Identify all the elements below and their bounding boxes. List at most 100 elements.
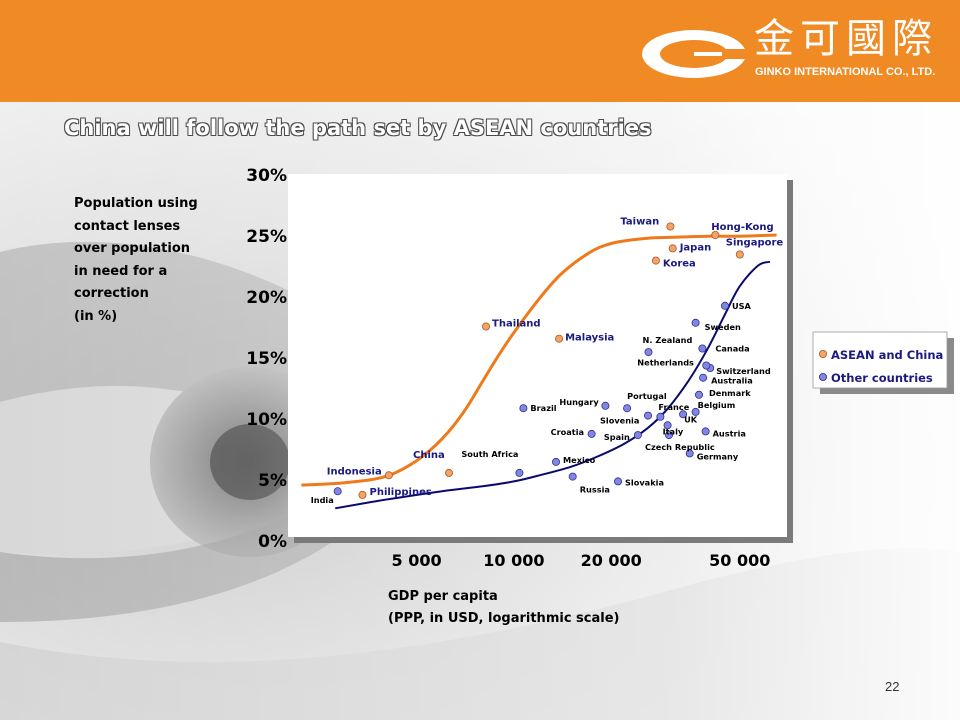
point-label-south-africa: South Africa — [461, 449, 518, 459]
data-point-netherlands — [702, 361, 711, 370]
y-axis-label: Population using contact lenses over pop… — [74, 193, 224, 328]
slide-title: China will follow the path set by ASEAN … — [64, 116, 652, 140]
point-label-russia: Russia — [580, 485, 610, 495]
data-point-hong-kong — [711, 230, 720, 239]
x-tick-label: 20 000 — [581, 551, 642, 570]
point-label-croatia: Croatia — [551, 427, 584, 437]
legend-label-other: Other countries — [831, 371, 933, 385]
point-label-canada: Canada — [715, 344, 749, 354]
point-label-germany: Germany — [697, 451, 739, 461]
point-label-hong-kong: Hong-Kong — [711, 222, 773, 233]
data-point-malaysia — [555, 334, 564, 343]
point-label-slovakia: Slovakia — [625, 477, 664, 487]
point-label-indonesia: Indonesia — [327, 466, 382, 477]
y-axis-label-line: in need for a — [74, 263, 168, 279]
data-point-china — [444, 468, 453, 477]
data-point-singapore — [735, 250, 744, 259]
point-label-czech-republic: Czech Republic — [645, 442, 715, 452]
point-label-austria: Austria — [713, 428, 746, 438]
data-point-japan — [668, 244, 677, 253]
legend-marker-other — [819, 372, 828, 381]
y-axis-label-line: over population — [74, 241, 191, 256]
data-point-south-africa — [515, 468, 524, 477]
point-label-singapore: Singapore — [726, 238, 784, 249]
point-label-netherlands: Netherlands — [637, 358, 694, 368]
legend-label-asean: ASEAN and China — [831, 348, 943, 362]
point-label-portugal: Portugal — [627, 391, 667, 401]
x-axis-label: GDP per capita (PPP, in USD, logarithmic… — [388, 586, 619, 630]
data-point-brazil — [519, 404, 528, 413]
data-point-uk — [679, 410, 688, 419]
point-label-switzerland: Switzerland — [716, 366, 771, 376]
data-point-sweden — [691, 318, 700, 327]
other-countries-trend-line — [335, 260, 771, 510]
y-axis-label-line: Population using — [74, 196, 198, 211]
data-point-canada — [698, 344, 707, 353]
point-label-brazil: Brazil — [530, 403, 556, 413]
y-axis-label-line: correction — [74, 286, 149, 301]
data-point-austria — [701, 427, 710, 436]
data-point-taiwan — [666, 222, 675, 231]
data-point-thailand — [481, 322, 490, 331]
point-label-slovenia: Slovenia — [600, 416, 639, 426]
point-label-usa: USA — [732, 301, 752, 311]
point-label-spain: Spain — [604, 432, 630, 442]
data-point-denmark — [695, 390, 704, 399]
point-label-uk: UK — [684, 414, 698, 424]
point-label-australia: Australia — [711, 376, 753, 386]
legend-marker-asean — [819, 349, 828, 358]
data-point-portugal — [623, 404, 632, 413]
point-label-philippines: Philippines — [370, 487, 432, 498]
data-point-mexico — [552, 457, 561, 466]
y-tick-label: 5% — [258, 471, 287, 491]
point-label-mexico: Mexico — [563, 455, 596, 465]
data-point-australia — [699, 373, 708, 382]
point-label-india: India — [311, 495, 334, 505]
data-point-hungary — [601, 401, 610, 410]
point-label-belgium: Belgium — [698, 400, 736, 410]
data-point-croatia — [587, 429, 596, 438]
x-tick-label: 50 000 — [709, 551, 770, 570]
x-axis-label-line: GDP per capita — [388, 589, 498, 604]
y-tick-label: 25% — [246, 227, 287, 247]
point-label-korea: Korea — [663, 259, 696, 270]
data-point-n-zealand — [644, 348, 653, 357]
data-point-indonesia — [384, 471, 393, 480]
data-point-russia — [568, 472, 577, 481]
data-point-slovakia — [614, 477, 623, 486]
point-label-france: France — [658, 402, 689, 412]
data-point-india — [333, 487, 342, 496]
data-point-usa — [721, 301, 730, 310]
x-tick-label: 5 000 — [392, 551, 442, 570]
data-point-italy — [663, 421, 672, 430]
point-label-japan: Japan — [679, 242, 712, 253]
data-point-slovenia — [644, 411, 653, 420]
asean-trend-line — [301, 233, 777, 487]
y-tick-label: 15% — [246, 349, 287, 369]
x-tick-label: 10 000 — [483, 551, 544, 570]
y-axis-label-line: contact lenses — [74, 218, 181, 234]
data-point-czech-republic — [665, 431, 674, 440]
data-point-france — [656, 412, 665, 421]
y-tick-label: 20% — [246, 288, 287, 308]
legend — [812, 331, 948, 389]
y-tick-label: 30% — [246, 166, 287, 186]
data-point-germany — [685, 449, 694, 458]
point-label-taiwan: Taiwan — [620, 217, 659, 228]
point-label-n-zealand: N. Zealand — [643, 335, 693, 345]
y-axis-label-line: (in %) — [74, 308, 118, 324]
point-label-china: China — [413, 450, 445, 461]
y-tick-label: 10% — [246, 410, 287, 430]
ginko-logo-icon — [642, 30, 748, 78]
page-number: 22 — [885, 679, 900, 694]
company-name-english: GINKO INTERNATIONAL CO., LTD. — [755, 66, 936, 78]
x-axis-label-line: (PPP, in USD, logarithmic scale) — [388, 611, 620, 626]
company-name-chinese: 金可國際 — [754, 16, 938, 62]
data-point-philippines — [358, 490, 367, 499]
data-point-belgium — [691, 407, 700, 416]
point-label-malaysia: Malaysia — [565, 333, 614, 344]
point-label-hungary: Hungary — [559, 397, 599, 407]
point-label-sweden: Sweden — [705, 322, 741, 332]
point-label-italy: Italy — [663, 426, 684, 436]
